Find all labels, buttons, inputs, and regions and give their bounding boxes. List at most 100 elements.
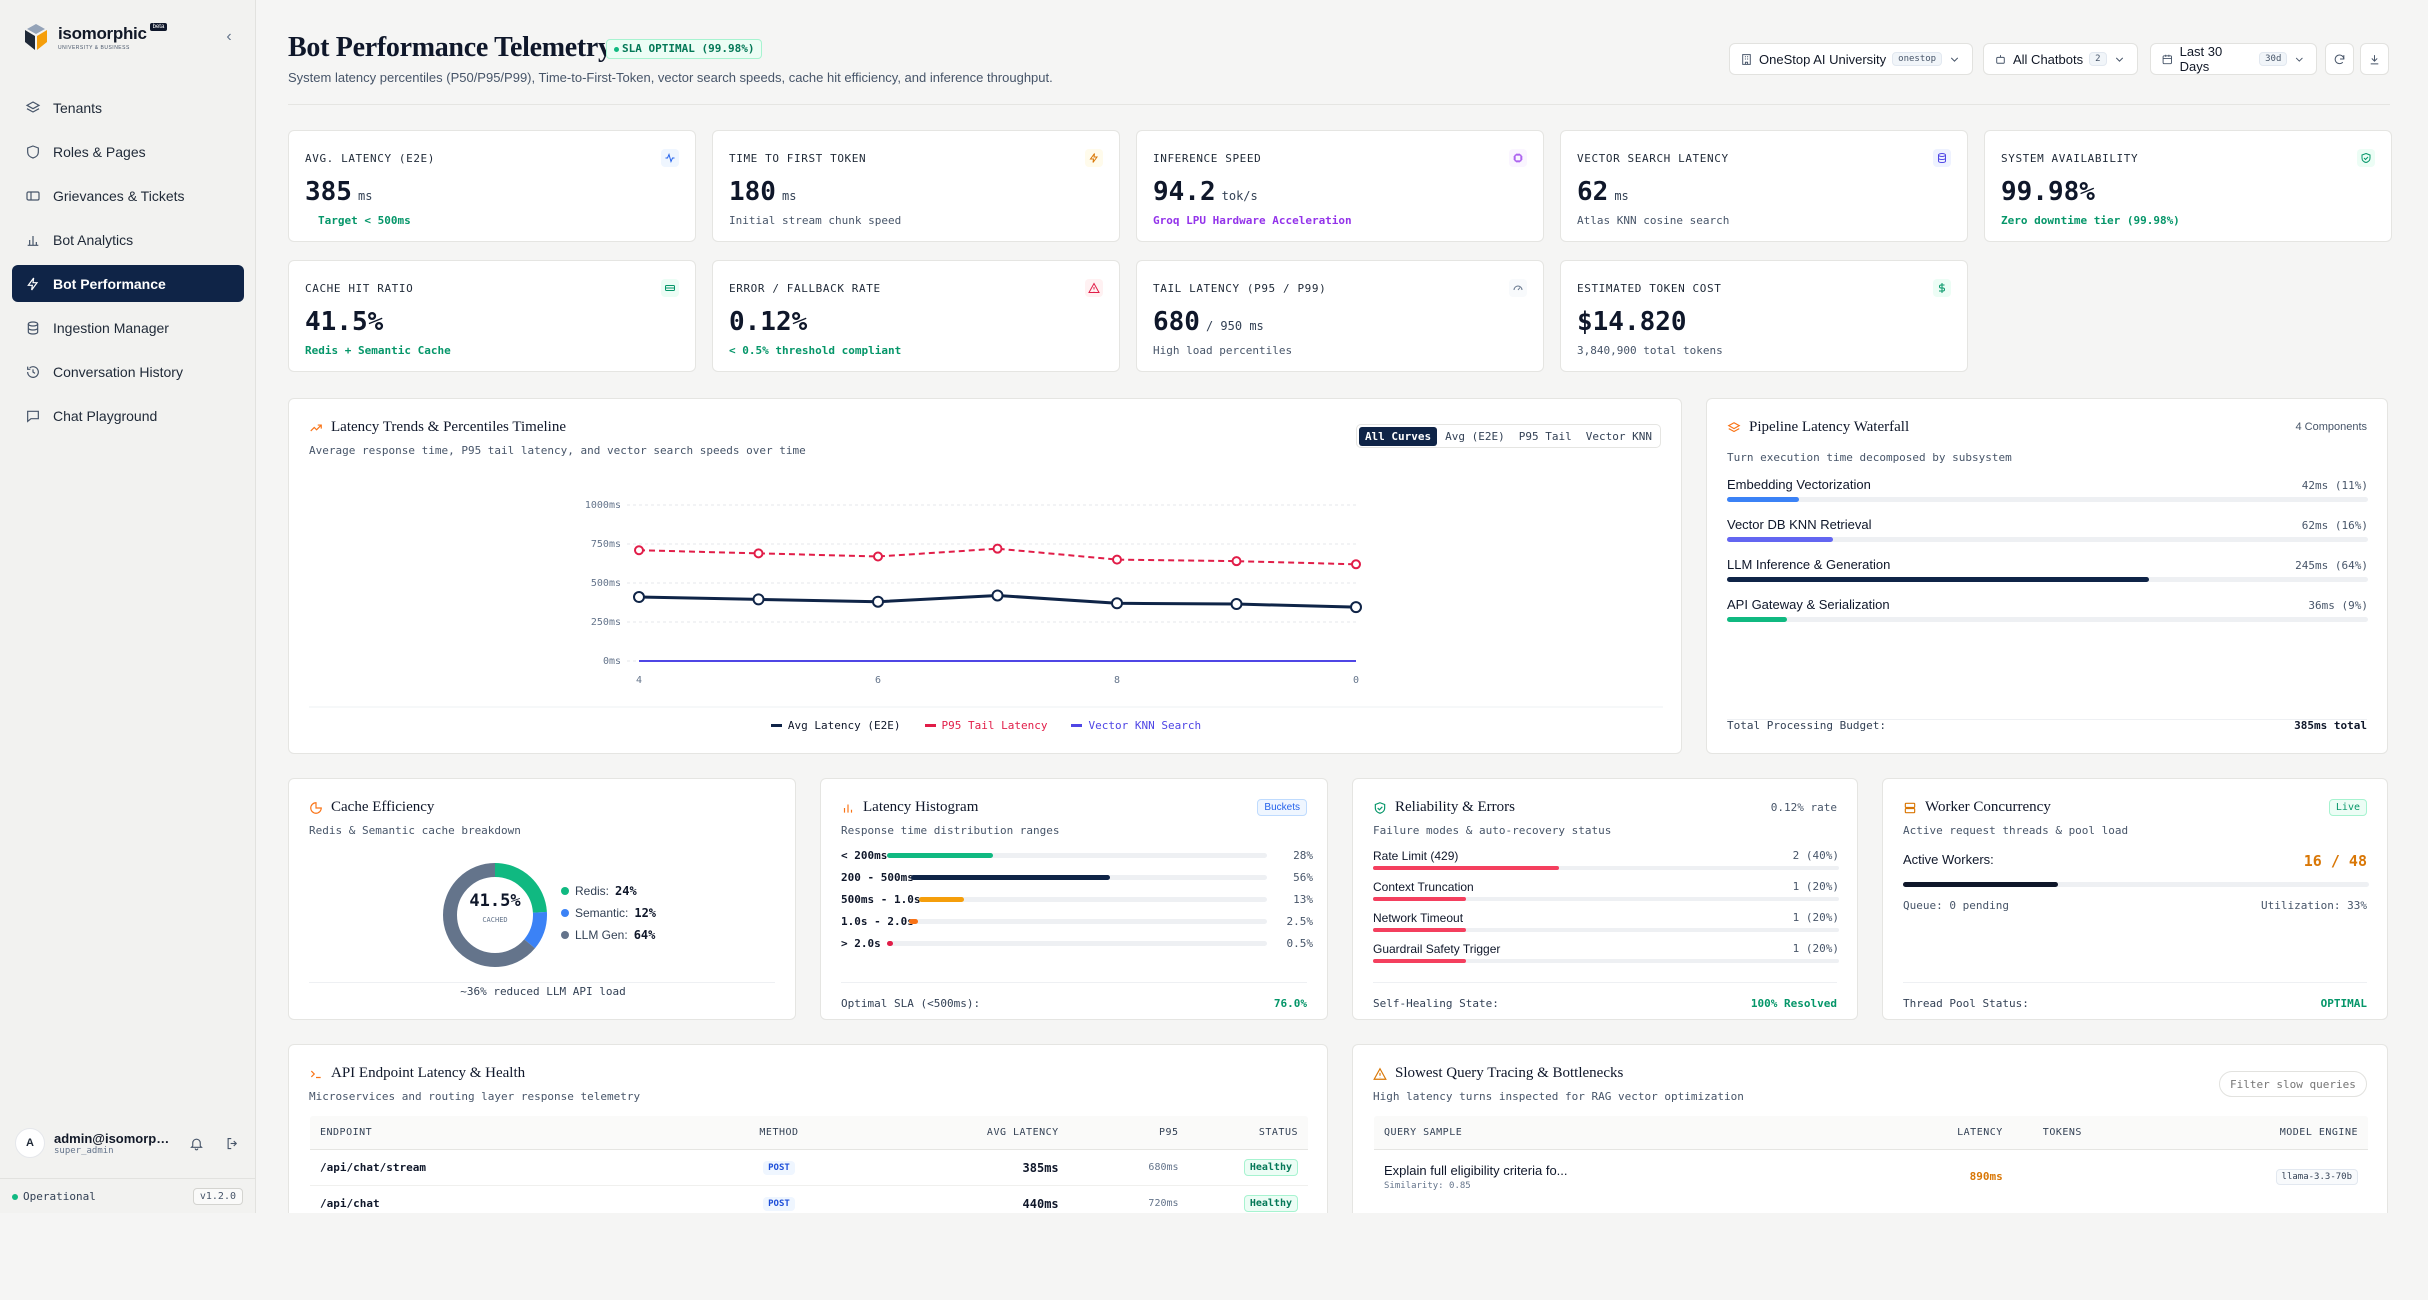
sidebar-item-bot-performance[interactable]: Bot Performance [12, 265, 244, 302]
gauge-icon [1513, 285, 1523, 291]
legend-label: Vector KNN Search [1088, 719, 1202, 732]
data-point[interactable] [992, 543, 1003, 554]
bucket-bar-fill [887, 941, 893, 946]
collapse-sidebar-chevron-icon[interactable]: ‹ [226, 28, 232, 45]
refresh-button[interactable] [2325, 43, 2354, 75]
avg-latency: 385ms [868, 1149, 1069, 1186]
table-row[interactable]: /api/chat/stream POST 385ms 680ms Healthy [310, 1149, 1308, 1186]
data-point[interactable] [634, 545, 644, 556]
export-button[interactable] [2360, 43, 2389, 75]
error-row: Guardrail Safety Trigger 1 (20%) [1373, 942, 1839, 968]
bucket-bar-track [911, 875, 1267, 880]
method-cell: POST [689, 1185, 869, 1213]
data-point[interactable] [872, 595, 884, 608]
column-header[interactable]: P95 [1068, 1116, 1189, 1150]
donut-slice[interactable] [443, 863, 547, 967]
data-point[interactable] [1231, 556, 1242, 567]
sidebar-item-roles-pages[interactable]: Roles & Pages [12, 133, 244, 170]
bucket-bar-fill [909, 919, 918, 924]
kpi-subtext: Redis + Semantic Cache [305, 344, 451, 357]
legend-item[interactable]: Avg Latency (E2E) [770, 719, 901, 732]
data-point[interactable] [1112, 554, 1122, 565]
kpi-unit: / 950 ms [1205, 319, 1264, 333]
kpi-value: 41.5% [305, 307, 383, 337]
sidebar-item-bot-analytics[interactable]: Bot Analytics [12, 221, 244, 258]
column-header[interactable]: TOKENS [2012, 1116, 2153, 1150]
sidebar-item-chat-playground[interactable]: Chat Playground [12, 397, 244, 434]
kpi-subtext: Target < 500ms [318, 214, 411, 227]
latency-trend-card: Latency Trends & Percentiles Timeline Av… [288, 398, 1682, 754]
data-point[interactable] [1350, 601, 1362, 614]
data-point[interactable] [1111, 597, 1123, 610]
tab-all-curves[interactable]: All Curves [1358, 426, 1438, 446]
sidebar-item-label: Tenants [53, 99, 103, 116]
data-point[interactable] [753, 548, 764, 559]
table-row[interactable]: Explain full eligibility criteria fo... S… [1374, 1149, 2368, 1203]
legend-swatch [924, 724, 936, 727]
error-value: 1 (20%) [1792, 942, 1839, 955]
active-workers-label: Active Workers: [1903, 852, 1994, 867]
tab-vector-knn[interactable]: Vector KNN [1585, 429, 1652, 443]
kpi-icon-badge [661, 149, 679, 167]
data-point[interactable] [752, 593, 765, 606]
endpoints-title-label: API Endpoint Latency & Health [331, 1065, 526, 1081]
tenant-select[interactable]: OneStop AI University onestop [1729, 43, 1973, 75]
bot-icon [1996, 54, 2005, 64]
bucket-label: 200 - 500ms [841, 871, 914, 884]
kpi-unit: ms [357, 189, 373, 203]
kpi-unit: ms [781, 189, 797, 203]
legend-item[interactable]: P95 Tail Latency [924, 719, 1047, 732]
latency-histogram-card: Latency Histogram Buckets Response time … [820, 778, 1328, 1020]
data-point[interactable] [633, 591, 645, 604]
sidebar-item-grievances-tickets[interactable]: Grievances & Tickets [12, 177, 244, 214]
kpi-card-estimated-token-cost: ESTIMATED TOKEN COST $14.820 3,840,900 tot… [1560, 260, 1968, 372]
legend-item[interactable]: Vector KNN Search [1071, 719, 1201, 732]
system-status-label: Operational [23, 1189, 96, 1203]
histogram-title-label: Latency Histogram [863, 799, 979, 815]
tab-p95-tail[interactable]: P95 Tail [1518, 429, 1572, 443]
bell-icon[interactable] [189, 1136, 204, 1151]
endpoint-path: /api/chat [310, 1185, 690, 1213]
kpi-label: TAIL LATENCY (P95 / P99) [1153, 282, 1327, 295]
column-header[interactable]: STATUS [1188, 1116, 1308, 1150]
latency-trend-subtitle: Average response time, P95 tail latency,… [309, 444, 806, 457]
status-cell: Healthy [1188, 1149, 1308, 1186]
column-header[interactable]: QUERY SAMPLE [1374, 1116, 1893, 1150]
logout-icon[interactable] [225, 1136, 240, 1151]
column-header[interactable]: METHOD [689, 1116, 869, 1150]
cache-legend-label: Semantic: [575, 906, 629, 920]
reliability-title-label: Reliability & Errors [1395, 799, 1515, 815]
query-sample: Explain full eligibility criteria fo... [1384, 1162, 1568, 1178]
kpi-value-number: 0.12% [729, 307, 808, 337]
slow-query-filter-input[interactable] [2219, 1071, 2367, 1097]
data-point[interactable] [1230, 598, 1243, 611]
sidebar-item-ingestion-manager[interactable]: Ingestion Manager [12, 309, 244, 346]
column-header[interactable]: MODEL ENGINE [2152, 1116, 2368, 1150]
tenant-select-label: OneStop AI University [1759, 51, 1887, 67]
table-row[interactable]: /api/chat POST 440ms 720ms Healthy [310, 1185, 1308, 1213]
sidebar-item-label: Roles & Pages [53, 143, 146, 160]
brand-logo[interactable]: isomorphic beta UNIVERSITY & BUSINESS [22, 20, 168, 54]
column-header[interactable]: ENDPOINT [310, 1116, 690, 1150]
data-point[interactable] [873, 551, 883, 562]
cache-center-label: CACHED [482, 916, 508, 924]
main-content: Bot Performance Telemetry SLA OPTIMAL (9… [288, 0, 2392, 1213]
avatar[interactable]: A [15, 1128, 45, 1158]
bucket-label: 1.0s - 2.0s [841, 915, 914, 928]
sidebar-item-tenants[interactable]: Tenants [12, 89, 244, 126]
data-point[interactable] [1351, 559, 1361, 570]
tab-avg-e2e[interactable]: Avg (E2E) [1445, 429, 1505, 443]
kpi-label: ESTIMATED TOKEN COST [1577, 282, 1722, 295]
user-name: admin@isomorphic.ai [54, 1130, 172, 1146]
date-range-select[interactable]: Last 30 Days 30d [2150, 43, 2317, 75]
kpi-card-system-availability: SYSTEM AVAILABILITY 99.98% Zero downtime t… [1984, 130, 2392, 242]
donut-slice[interactable] [443, 863, 547, 967]
data-point[interactable] [991, 589, 1004, 602]
chatbot-select[interactable]: All Chatbots 2 [1983, 43, 2138, 75]
download-icon [2370, 54, 2379, 64]
buckets-tag: Buckets [1257, 799, 1307, 816]
error-bar-fill [1373, 959, 1467, 963]
column-header[interactable]: LATENCY [1892, 1116, 2013, 1150]
sidebar-item-conversation-history[interactable]: Conversation History [12, 353, 244, 390]
column-header[interactable]: AVG LATENCY [868, 1116, 1069, 1150]
